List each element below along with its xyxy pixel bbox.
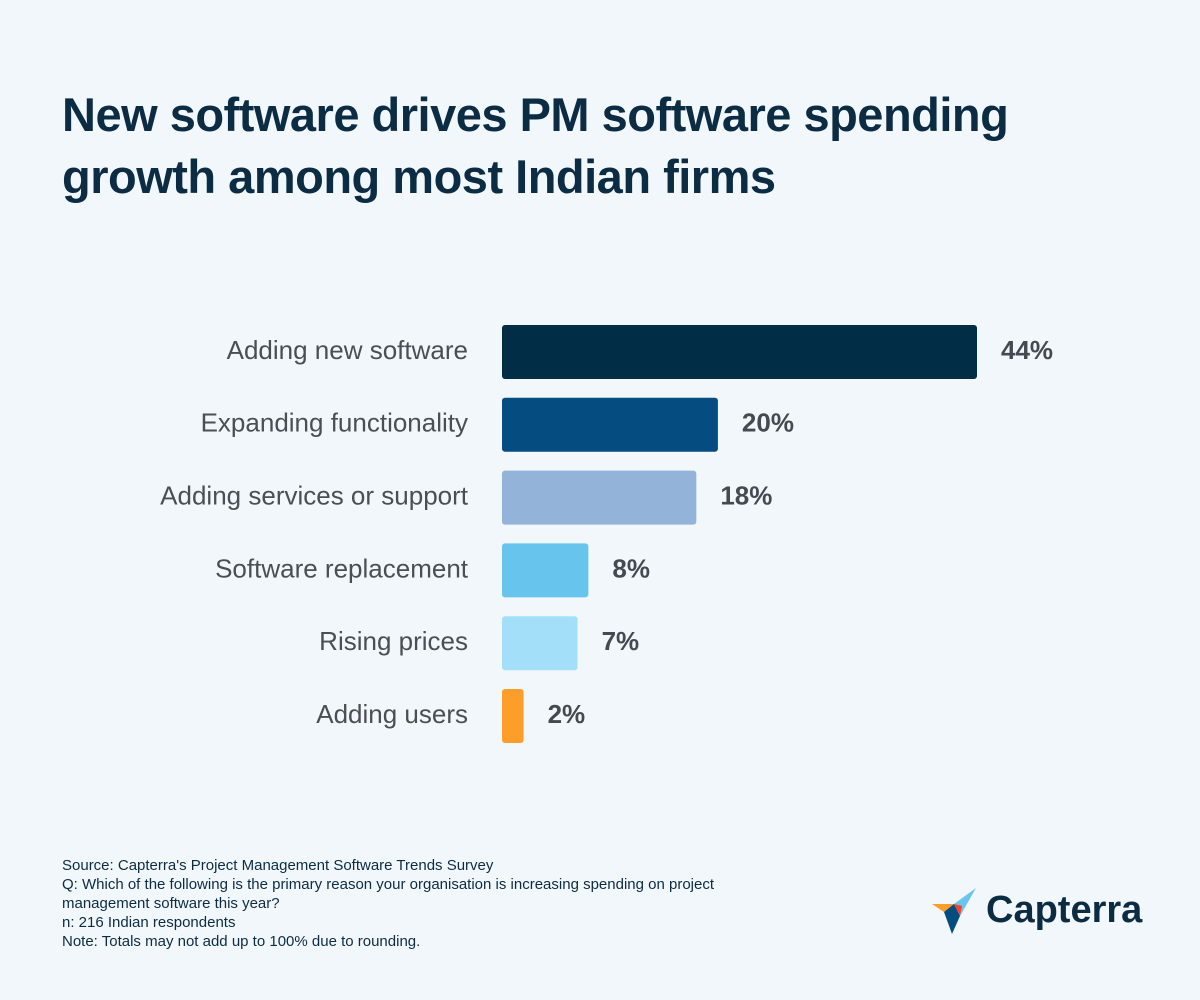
value-label: 8% bbox=[612, 553, 650, 583]
bar bbox=[502, 689, 524, 743]
category-label: Adding users bbox=[316, 699, 468, 729]
category-label: Rising prices bbox=[319, 626, 468, 656]
category-label: Adding services or support bbox=[160, 480, 469, 510]
chart-title: New software drives PM software spending… bbox=[62, 88, 1009, 203]
note: Note: Totals may not add up to 100% due … bbox=[62, 933, 421, 950]
bar bbox=[502, 616, 578, 671]
category-label: Software replacement bbox=[215, 553, 469, 583]
logo-icon bbox=[932, 888, 976, 934]
value-label: 2% bbox=[548, 699, 586, 729]
bar bbox=[502, 470, 697, 525]
chart: Adding new software 44% Expanding function… bbox=[160, 325, 1053, 743]
value-label: 20% bbox=[742, 408, 794, 438]
note: Q: Which of the following is the primary… bbox=[62, 876, 715, 912]
notes: Source: Capterra's Project Management So… bbox=[62, 856, 782, 951]
note: Source: Capterra's Project Management So… bbox=[62, 857, 494, 874]
bar bbox=[502, 325, 977, 379]
value-label: 7% bbox=[602, 626, 640, 656]
note: n: 216 Indian respondents bbox=[62, 914, 236, 931]
logo: Capterra bbox=[932, 886, 1142, 934]
logo-text: Capterra bbox=[986, 888, 1143, 931]
category-label: Expanding functionality bbox=[201, 408, 468, 438]
value-label: 44% bbox=[1001, 335, 1053, 365]
bar bbox=[502, 543, 589, 598]
value-label: 18% bbox=[720, 480, 772, 510]
category-label: Adding new software bbox=[227, 335, 468, 365]
bar bbox=[502, 397, 718, 452]
